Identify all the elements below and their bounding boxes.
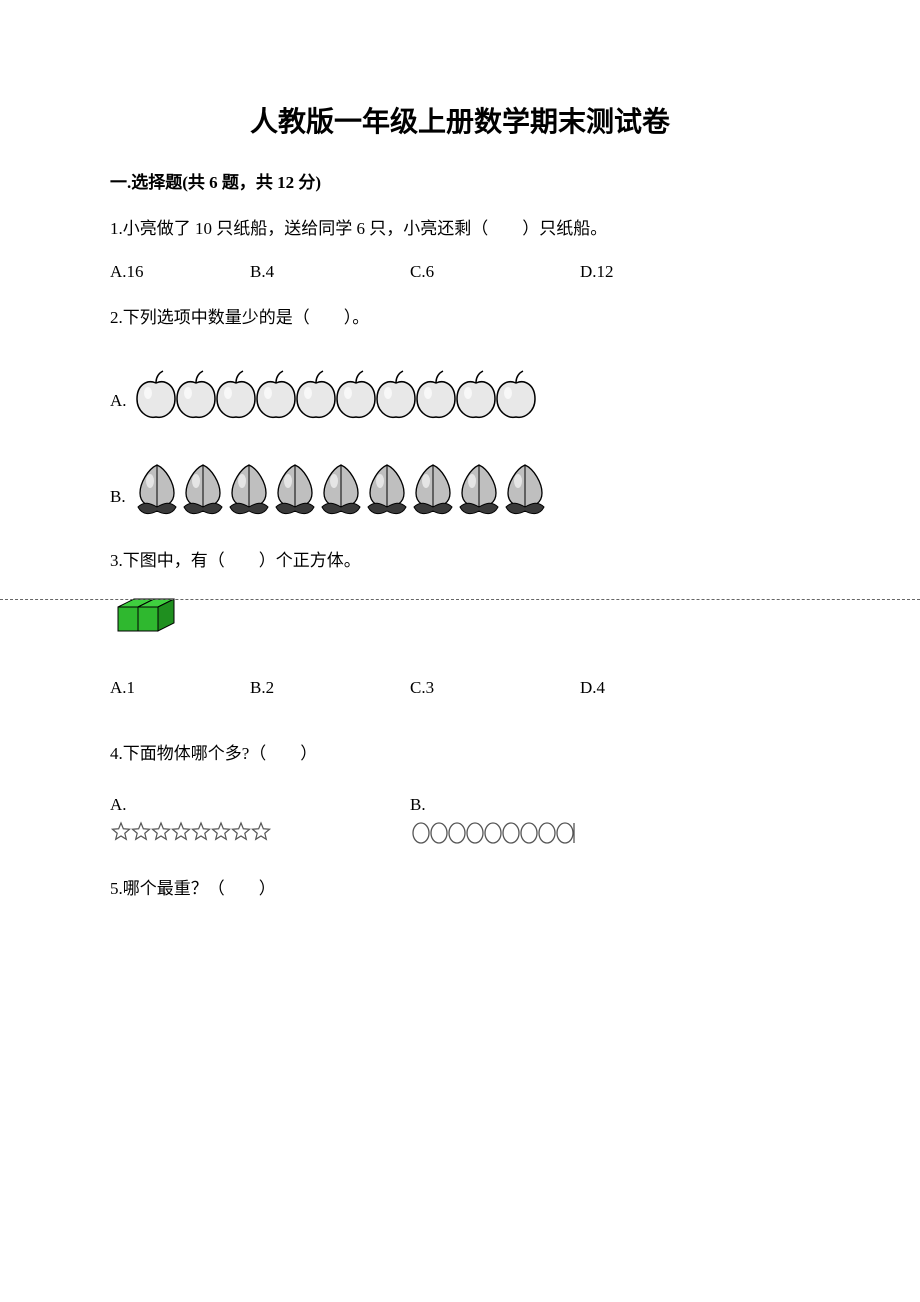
q2-text: 2.下列选项中数量少的是（ ）。 bbox=[110, 304, 810, 331]
q3-opt-c: C.3 bbox=[410, 678, 580, 698]
q4-option-a: A. bbox=[110, 795, 410, 843]
apples-row bbox=[133, 369, 533, 421]
star-icon bbox=[130, 821, 152, 843]
page-title: 人教版一年级上册数学期末测试卷 bbox=[110, 100, 810, 140]
star-icon bbox=[230, 821, 252, 843]
star-icon bbox=[110, 821, 132, 843]
peaches-row bbox=[132, 463, 546, 517]
star-icon bbox=[190, 821, 212, 843]
peach-icon bbox=[362, 463, 412, 517]
q2-a-label: A. bbox=[110, 391, 127, 411]
q3-opt-a: A.1 bbox=[110, 678, 250, 698]
star-icon bbox=[250, 821, 272, 843]
oval-end-bar bbox=[572, 821, 576, 845]
peach-icon bbox=[178, 463, 228, 517]
peach-icon bbox=[270, 463, 320, 517]
peach-icon bbox=[454, 463, 504, 517]
q3-text: 3.下图中，有（ ）个正方体。 bbox=[110, 547, 810, 574]
peach-icon bbox=[408, 463, 458, 517]
section-header: 一.选择题(共 6 题，共 12 分) bbox=[110, 168, 810, 193]
star-icon bbox=[150, 821, 172, 843]
q1-text: 1.小亮做了 10 只纸船，送给同学 6 只，小亮还剩（ ）只纸船。 bbox=[110, 215, 810, 242]
cubes-figure bbox=[110, 595, 810, 644]
q3-opt-d: D.4 bbox=[580, 678, 605, 698]
q4-a-label: A. bbox=[110, 795, 410, 815]
ovals-row bbox=[410, 821, 576, 845]
q4-text: 4.下面物体哪个多?（ ） bbox=[110, 740, 810, 767]
page-divider-line bbox=[0, 599, 920, 600]
q2-option-a: A. bbox=[110, 369, 810, 421]
q4-options: A. B. bbox=[110, 795, 810, 845]
peach-icon bbox=[500, 463, 550, 517]
q4-b-label: B. bbox=[410, 795, 576, 815]
star-icon bbox=[210, 821, 232, 843]
q2-option-b: B. bbox=[110, 463, 810, 517]
q5-text: 5.哪个最重？（ ） bbox=[110, 875, 810, 902]
peach-icon bbox=[316, 463, 366, 517]
peach-icon bbox=[224, 463, 274, 517]
q1-opt-a: A.16 bbox=[110, 262, 250, 282]
q1-opt-c: C.6 bbox=[410, 262, 580, 282]
peach-icon bbox=[132, 463, 182, 517]
stars-row bbox=[110, 821, 410, 843]
q2-b-label: B. bbox=[110, 487, 126, 507]
q4-option-b: B. bbox=[410, 795, 576, 845]
q3-opt-b: B.2 bbox=[250, 678, 410, 698]
q1-options: A.16 B.4 C.6 D.12 bbox=[110, 262, 810, 282]
q1-opt-b: B.4 bbox=[250, 262, 410, 282]
q1-opt-d: D.12 bbox=[580, 262, 614, 282]
q3-options: A.1 B.2 C.3 D.4 bbox=[110, 678, 810, 698]
star-icon bbox=[170, 821, 192, 843]
apple-icon bbox=[493, 369, 539, 421]
